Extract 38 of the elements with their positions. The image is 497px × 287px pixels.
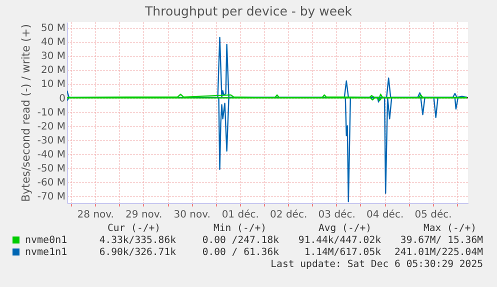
y-tick-label: 30 M bbox=[40, 51, 66, 62]
y-tick-label: -20 M bbox=[37, 121, 66, 132]
text: 6.90k/326.71k bbox=[99, 247, 176, 258]
chart-title: Throughput per device - by week bbox=[144, 4, 353, 18]
x-tick-label: 04 déc. bbox=[366, 210, 404, 220]
y-tick-label: 0 bbox=[59, 93, 66, 104]
y-tick-label: 40 M bbox=[40, 37, 66, 48]
y-tick-label: -10 M bbox=[37, 107, 66, 118]
legend-label: nvme1n1 bbox=[25, 247, 68, 258]
text: Min (-/+) bbox=[213, 223, 267, 234]
x-tick-label: 02 déc. bbox=[270, 210, 308, 220]
text: Last update: Sat Dec 6 05:30:29 2025 bbox=[270, 259, 484, 270]
x-tick-label: 01 déc. bbox=[222, 210, 259, 220]
y-tick-label: -40 M bbox=[37, 149, 66, 160]
text: 0.00 / 61.36k bbox=[202, 247, 280, 258]
x-tick-label: 28 nov. bbox=[77, 210, 114, 220]
text: 241.01M/225.04M bbox=[394, 247, 484, 258]
text: Cur (-/+) bbox=[107, 223, 161, 234]
text: 0.00 /247.18k bbox=[202, 235, 280, 246]
text: 4.33k/335.86k bbox=[99, 235, 176, 246]
y-tick-label: 10 M bbox=[40, 79, 66, 90]
y-tick-label: -60 M bbox=[37, 177, 66, 188]
x-tick-label: 03 déc. bbox=[318, 210, 356, 220]
x-tick-label: 30 nov. bbox=[174, 210, 210, 220]
text: Max (-/+) bbox=[423, 223, 477, 234]
x-tick-label: 05 déc. bbox=[414, 210, 452, 220]
x-tick-label: 29 nov. bbox=[126, 210, 162, 220]
text: 91.44k/447.02k bbox=[298, 235, 382, 246]
y-tick-label: -30 M bbox=[37, 135, 66, 146]
legend-label: nvme0n1 bbox=[25, 235, 68, 246]
y-axis-title: Bytes/second read (-) / write (+) bbox=[19, 24, 32, 202]
text: 39.67M/ 15.36M bbox=[400, 235, 484, 246]
y-tick-label: 20 M bbox=[40, 65, 66, 76]
y-tick-label: -50 M bbox=[37, 163, 66, 174]
text: 1.14M/617.05k bbox=[304, 247, 382, 258]
text: Avg (-/+) bbox=[318, 223, 372, 234]
y-tick-label: -70 M bbox=[37, 191, 66, 202]
y-tick-label: 50 M bbox=[40, 23, 66, 34]
